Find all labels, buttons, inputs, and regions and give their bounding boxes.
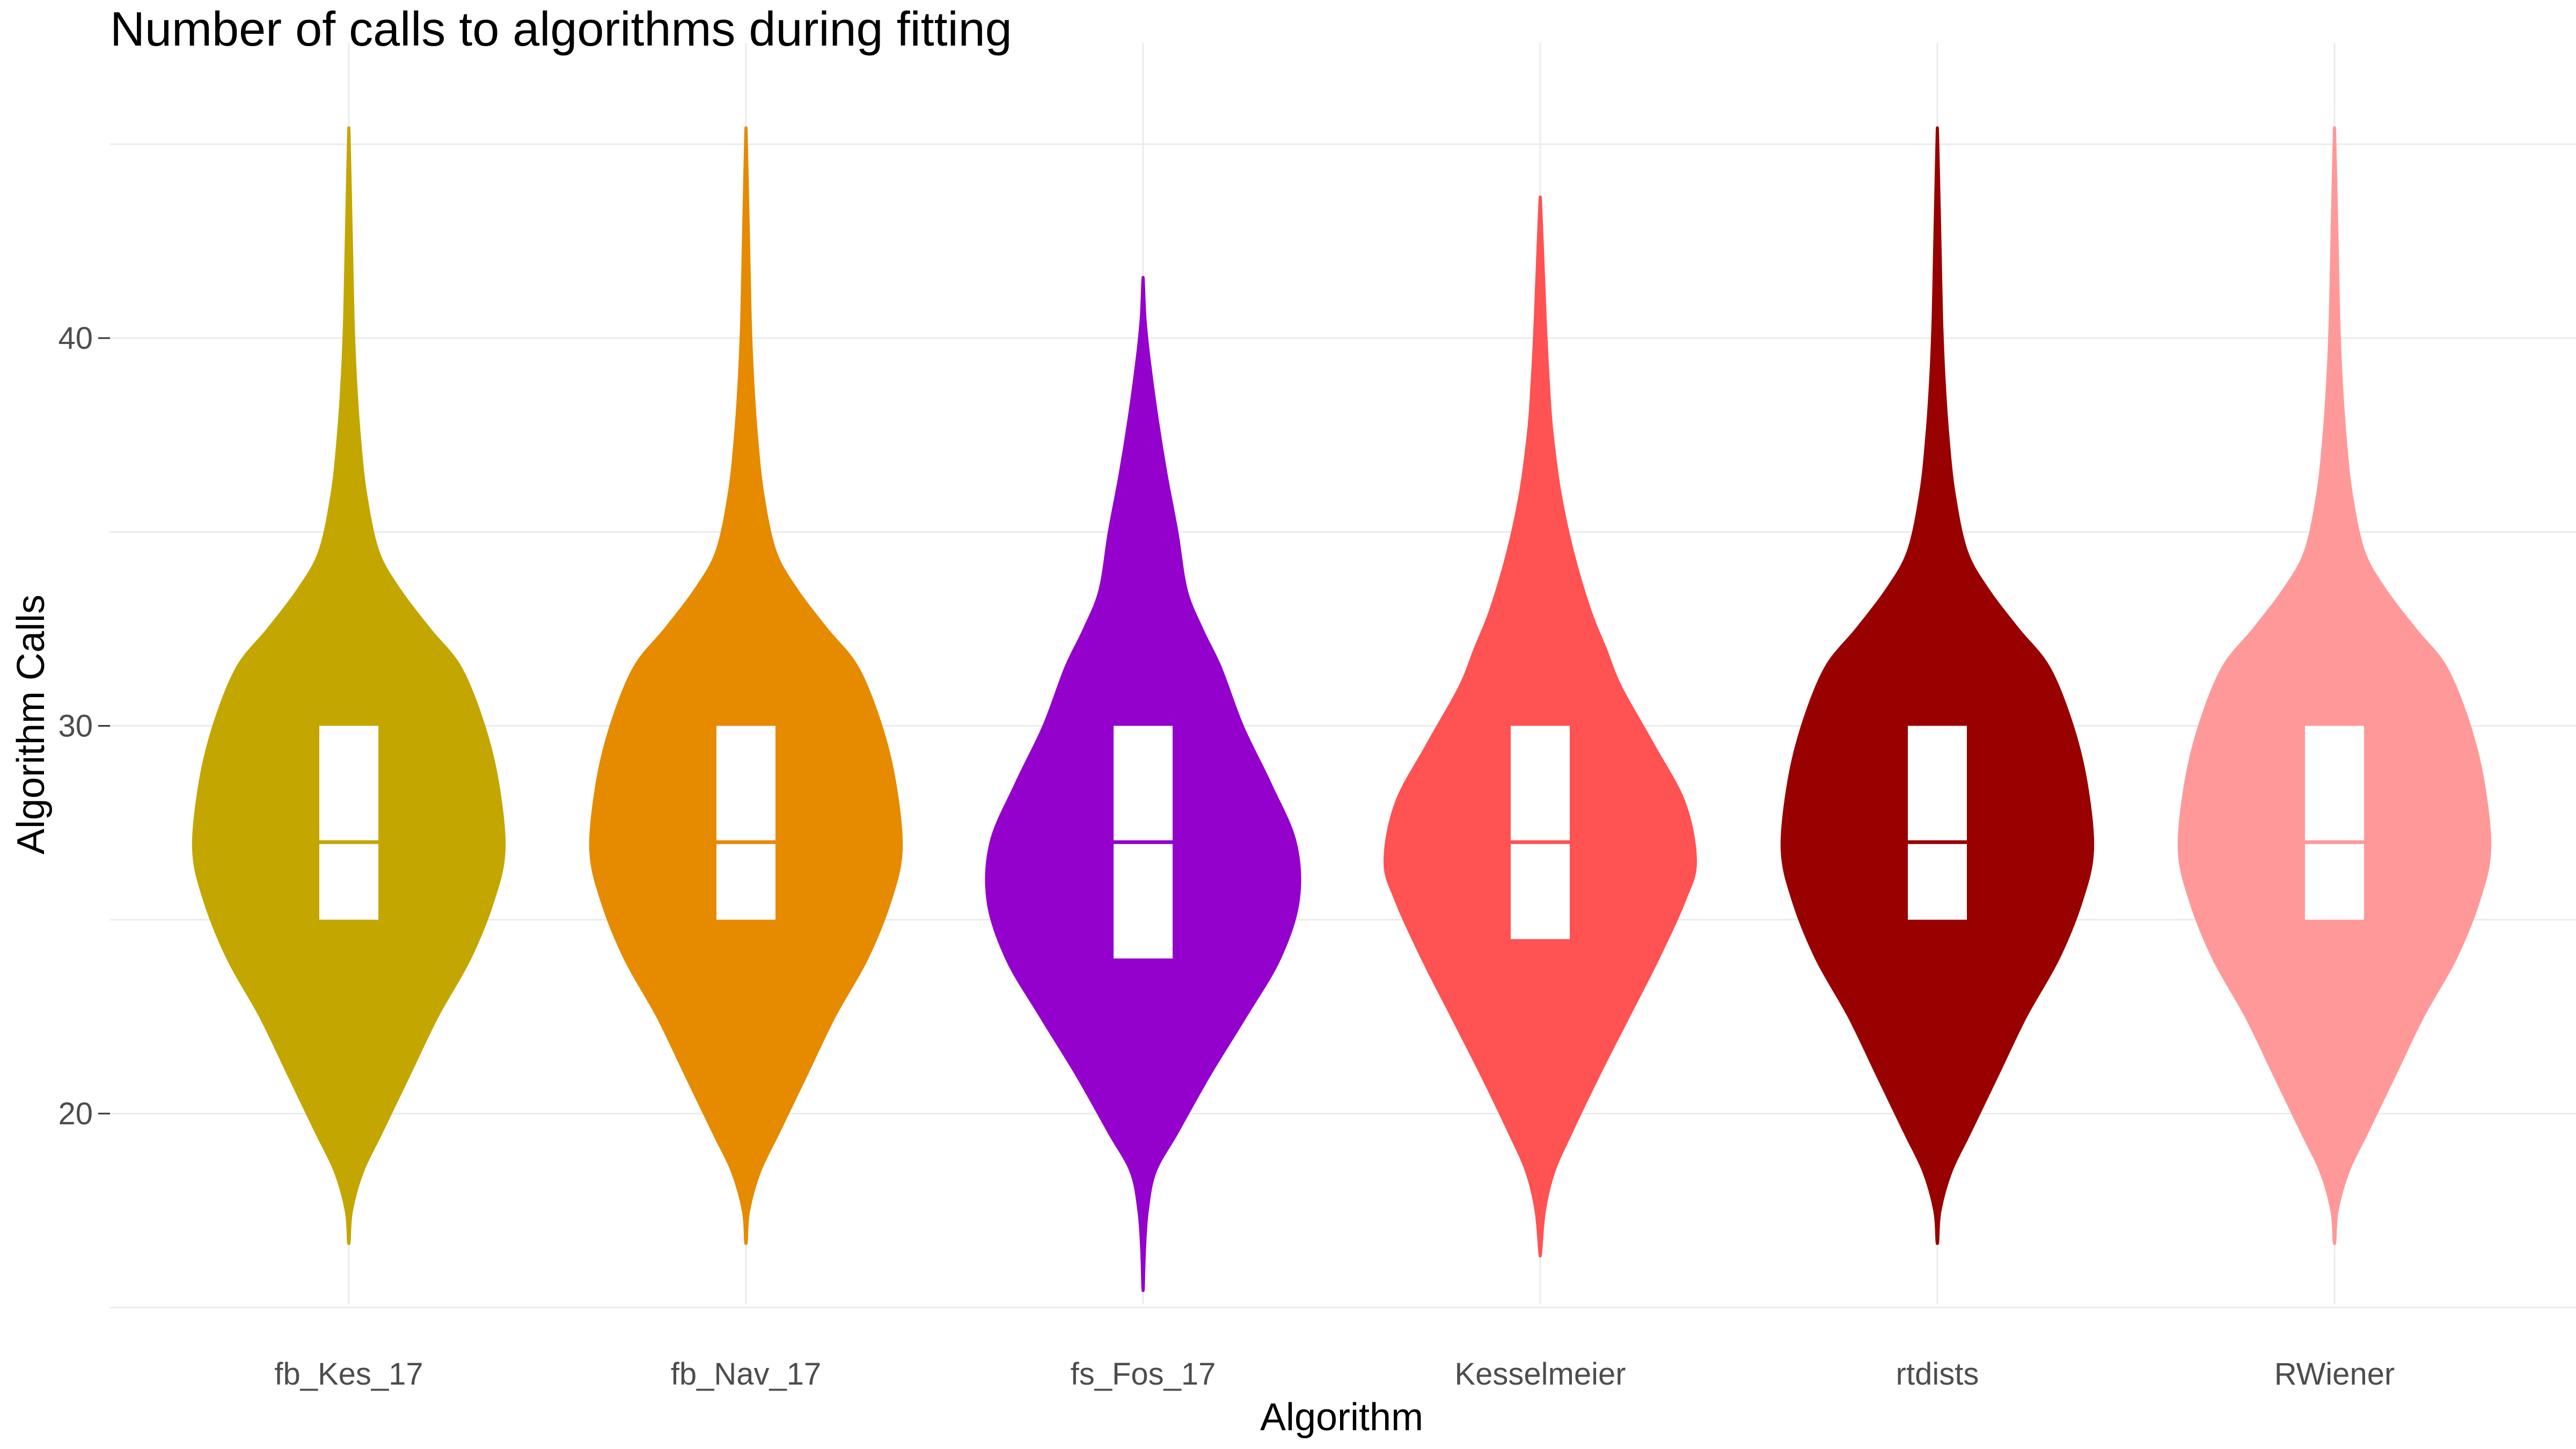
y-tick-label: 20 (58, 1096, 93, 1131)
x-tick-label: Kesselmeier (1454, 1357, 1626, 1392)
x-tick-label: fb_Kes_17 (274, 1357, 423, 1392)
y-axis-ticks: 20 30 40 (58, 321, 110, 1131)
y-tick-label: 40 (58, 321, 93, 356)
x-tick-label: rtdists (1896, 1357, 1979, 1392)
y-axis-title: Algorithm Calls (10, 595, 53, 854)
chart-title: Number of calls to algorithms during fit… (110, 3, 1012, 56)
box-fb_Nav_17 (716, 726, 775, 920)
x-tick-label: RWiener (2274, 1357, 2395, 1392)
y-tick-label: 30 (58, 709, 93, 744)
boxplots (319, 726, 2364, 958)
box-rtdists (1908, 726, 1967, 920)
x-axis-title: Algorithm (1260, 1396, 1423, 1439)
violin-RWiener (2177, 126, 2492, 1245)
box-Kesselmeier (1511, 726, 1570, 939)
violin-fb_Nav_17 (589, 126, 903, 1245)
box-RWiener (2305, 726, 2364, 920)
x-tick-label: fb_Nav_17 (671, 1357, 822, 1392)
box-fb_Kes_17 (319, 726, 378, 920)
x-axis-ticks: fb_Kes_17 fb_Nav_17 fs_Fos_17 Kesselmeier rt… (274, 1357, 2395, 1392)
violin-rtdists (1780, 126, 2095, 1245)
x-tick-label: fs_Fos_17 (1071, 1357, 1216, 1392)
violin-fb_Kes_17 (192, 126, 506, 1245)
